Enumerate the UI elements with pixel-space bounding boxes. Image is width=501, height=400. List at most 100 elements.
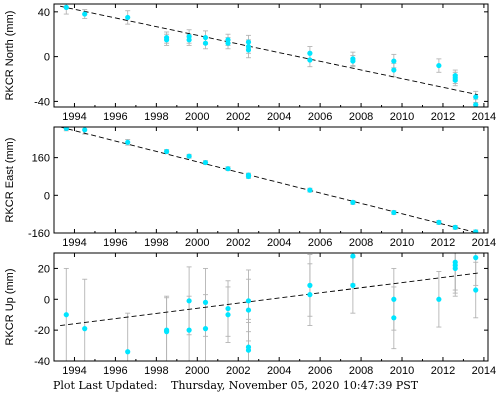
x-tick-label: 2002 — [226, 365, 250, 377]
data-point — [186, 153, 192, 159]
trend-line — [60, 5, 478, 96]
axes-frame — [53, 126, 489, 234]
data-point — [186, 37, 192, 43]
x-tick-label: 2006 — [308, 365, 332, 377]
x-tick-label: 2006 — [308, 237, 332, 249]
data-point — [63, 4, 69, 10]
x-tick-label: 2010 — [390, 111, 414, 123]
y-tick-label: -160 — [28, 228, 50, 240]
data-point — [245, 39, 252, 45]
data-point — [225, 312, 231, 318]
x-tick-label: 2000 — [185, 237, 209, 249]
trend-line — [60, 272, 478, 326]
last-updated-label: Plot Last Updated: — [53, 379, 158, 392]
data-point — [473, 287, 479, 293]
y-tick-label: 160 — [32, 153, 50, 165]
data-point — [245, 307, 252, 313]
data-point — [245, 173, 252, 180]
data-point — [245, 347, 252, 353]
data-point — [436, 296, 442, 302]
data-point — [245, 298, 252, 304]
data-point — [452, 77, 458, 83]
x-tick-label: 2010 — [390, 237, 414, 249]
y-tick-label: -40 — [34, 356, 50, 368]
y-tick-label: 40 — [38, 7, 50, 19]
plot-area — [60, 4, 479, 107]
data-point — [391, 58, 397, 64]
data-point — [82, 11, 88, 17]
data-point — [245, 47, 252, 53]
x-tick-label: 2010 — [390, 365, 414, 377]
plot-area — [60, 127, 479, 233]
data-point — [125, 349, 131, 355]
x-tick-label: 2004 — [267, 365, 291, 377]
y-tick-label: 0 — [44, 190, 50, 202]
data-point — [307, 57, 313, 63]
data-point — [307, 50, 313, 56]
data-point — [125, 139, 131, 145]
data-point — [473, 229, 479, 233]
trend-line — [60, 127, 478, 233]
data-point — [63, 127, 69, 132]
x-tick-label: 1994 — [62, 365, 86, 377]
x-tick-label: 2014 — [472, 237, 496, 249]
x-tick-label: 2002 — [226, 111, 250, 123]
data-point — [436, 219, 442, 225]
x-tick-label: 2008 — [349, 237, 373, 249]
data-point — [202, 159, 209, 166]
data-point — [125, 14, 131, 21]
data-point — [202, 299, 209, 305]
y-tick-label: 0 — [44, 294, 50, 306]
data-point — [202, 326, 209, 332]
y-axis-label: RKCR East (mm) — [4, 138, 16, 223]
data-point — [82, 127, 88, 133]
data-point — [63, 312, 69, 318]
data-point — [350, 253, 356, 259]
data-point — [225, 305, 231, 312]
data-point — [473, 255, 479, 261]
x-tick-label: 1996 — [103, 111, 127, 123]
data-point — [473, 102, 479, 107]
x-tick-label: 1998 — [144, 237, 168, 249]
x-tick-label: 2014 — [472, 365, 496, 377]
x-tick-label: 2012 — [431, 365, 455, 377]
east-panel: 1994 1996 1998 2000 2002 2004 2006 2008 2010 2012… — [4, 126, 496, 249]
x-tick-label: 2008 — [349, 111, 373, 123]
axes-frame — [53, 3, 489, 108]
x-tick-label: 2000 — [185, 365, 209, 377]
data-point — [163, 37, 170, 43]
axes-frame — [53, 252, 489, 362]
data-point — [473, 94, 479, 100]
data-point — [307, 292, 313, 298]
x-tick-label: 2000 — [185, 111, 209, 123]
x-tick-label: 2006 — [308, 111, 332, 123]
data-point — [452, 265, 458, 272]
x-tick-label: 1998 — [144, 111, 168, 123]
data-point — [307, 282, 313, 288]
x-tick-label: 2014 — [472, 111, 496, 123]
y-axis-label: RKCR Up (mm) — [4, 269, 16, 346]
x-tick-label: 1994 — [62, 111, 86, 123]
data-point — [350, 199, 356, 205]
x-tick-label: 2008 — [349, 365, 373, 377]
data-point — [452, 224, 458, 230]
x-tick-label: 1998 — [144, 365, 168, 377]
data-point — [186, 327, 192, 333]
data-point — [202, 34, 209, 41]
data-point — [202, 40, 209, 46]
north-panel: 1994 1996 1998 2000 2002 2004 2006 2008 2010 2012… — [4, 3, 496, 123]
x-tick-label: 2012 — [431, 111, 455, 123]
data-point — [350, 58, 356, 64]
data-point — [307, 187, 313, 193]
data-point — [225, 40, 231, 46]
data-point — [391, 296, 397, 302]
y-axis-label: RKCR North (mm) — [4, 11, 16, 101]
y-tick-label: -40 — [34, 96, 50, 108]
last-updated-timestamp: Thursday, November 05, 2020 10:47:39 PST — [170, 379, 419, 392]
x-tick-label: 1994 — [62, 237, 86, 249]
data-point — [391, 67, 397, 73]
x-tick-label: 1996 — [103, 237, 127, 249]
data-point — [163, 329, 170, 335]
x-tick-label: 2002 — [226, 237, 250, 249]
